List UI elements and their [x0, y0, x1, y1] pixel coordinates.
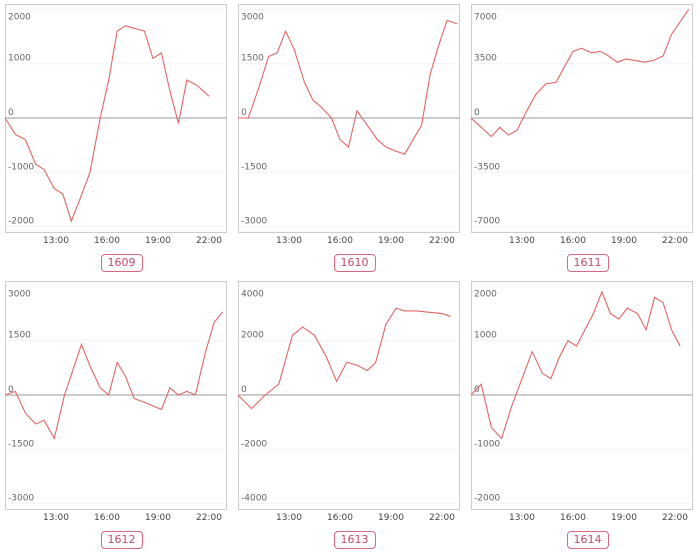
x-tick-label: 16:00 [327, 513, 353, 523]
x-tick-label: 13:00 [43, 513, 69, 523]
y-tick-label: -2000 [241, 439, 267, 449]
y-tick-label: 2000 [8, 12, 31, 22]
y-tick-label: 3000 [241, 12, 264, 22]
x-tick-label: 13:00 [509, 236, 535, 246]
y-tick-label: -2000 [474, 494, 500, 504]
y-tick-label: 1500 [241, 54, 264, 64]
chart-1611: 7000 3500 0 -3500 -7000 13:00 16:00 19:00 22:00 [470, 4, 693, 246]
x-tick-label: 22:00 [196, 513, 222, 523]
x-tick-label: 19:00 [145, 513, 171, 523]
x-tick-label: 22:00 [429, 236, 455, 246]
chart-1614: 2000 1000 0 -1000 -2000 13:00 16:00 19:00 22:00 [470, 281, 693, 523]
series-line [238, 19, 458, 155]
x-tick-label: 16:00 [560, 513, 586, 523]
x-tick-label: 16:00 [560, 236, 586, 246]
chart-1610: 3000 1500 0 -1500 -3000 13:00 16:00 19:00 22:00 [238, 4, 460, 246]
x-tick-label: 19:00 [378, 236, 404, 246]
series-line [4, 25, 210, 223]
y-tick-label: 0 [474, 108, 480, 118]
x-tick-label: 16:00 [94, 236, 120, 246]
y-tick-label: 2000 [474, 289, 497, 299]
chart-label-badge: 1612 [100, 531, 143, 549]
series-line [470, 9, 690, 138]
x-tick-label: 22:00 [662, 236, 688, 246]
x-tick-label: 22:00 [662, 513, 688, 523]
y-tick-label: 0 [474, 385, 480, 395]
y-tick-label: 7000 [474, 12, 497, 22]
y-tick-label: 0 [8, 108, 14, 118]
y-tick-label: -1500 [8, 439, 34, 449]
x-tick-label: 19:00 [378, 513, 404, 523]
x-tick-label: 13:00 [276, 513, 302, 523]
chart-label-badge: 1610 [333, 254, 376, 272]
y-tick-label: 1000 [8, 54, 31, 64]
chart-label-badge: 1611 [566, 254, 609, 272]
chart-label-badge: 1609 [100, 254, 143, 272]
x-tick-label: 16:00 [327, 236, 353, 246]
x-tick-label: 13:00 [509, 513, 535, 523]
y-tick-label: -2000 [8, 217, 34, 227]
chart-1609: 2000 1000 0 -1000 -2000 13:00 16:00 19:00 22:00 [4, 4, 227, 246]
y-tick-label: -1000 [8, 162, 34, 172]
series-line [470, 290, 681, 440]
chart-label-badge: 1613 [333, 531, 376, 549]
chart-1612: 3000 1500 0 -1500 -3000 13:00 16:00 19:00 22:00 [4, 281, 227, 523]
x-tick-label: 16:00 [94, 513, 120, 523]
y-tick-label: 1000 [474, 331, 497, 341]
chart-1613: 4000 2000 0 -2000 -4000 13:00 16:00 19:00 22:00 [237, 281, 460, 523]
y-tick-label: -7000 [474, 217, 500, 227]
y-tick-label: -1000 [474, 439, 500, 449]
y-tick-label: 2000 [241, 331, 264, 341]
x-tick-label: 22:00 [429, 513, 455, 523]
x-tick-label: 19:00 [611, 236, 637, 246]
y-tick-label: 3000 [8, 289, 31, 299]
y-tick-label: 0 [241, 108, 247, 118]
series-line [4, 311, 224, 440]
y-tick-label: 0 [241, 385, 247, 395]
y-tick-label: 4000 [241, 289, 264, 299]
y-tick-label: 3500 [474, 54, 497, 64]
chart-label-badge: 1614 [566, 531, 609, 549]
x-tick-label: 19:00 [611, 513, 637, 523]
y-tick-label: -3000 [241, 217, 267, 227]
y-tick-label: 1500 [8, 331, 31, 341]
x-tick-label: 13:00 [276, 236, 302, 246]
x-tick-label: 22:00 [196, 236, 222, 246]
y-tick-label: -1500 [241, 162, 267, 172]
x-tick-label: 13:00 [43, 236, 69, 246]
series-line [237, 307, 451, 410]
x-tick-label: 19:00 [145, 236, 171, 246]
y-tick-label: -3000 [8, 494, 34, 504]
y-tick-label: -3500 [474, 162, 500, 172]
y-tick-label: 0 [8, 385, 14, 395]
y-tick-label: -4000 [241, 494, 267, 504]
